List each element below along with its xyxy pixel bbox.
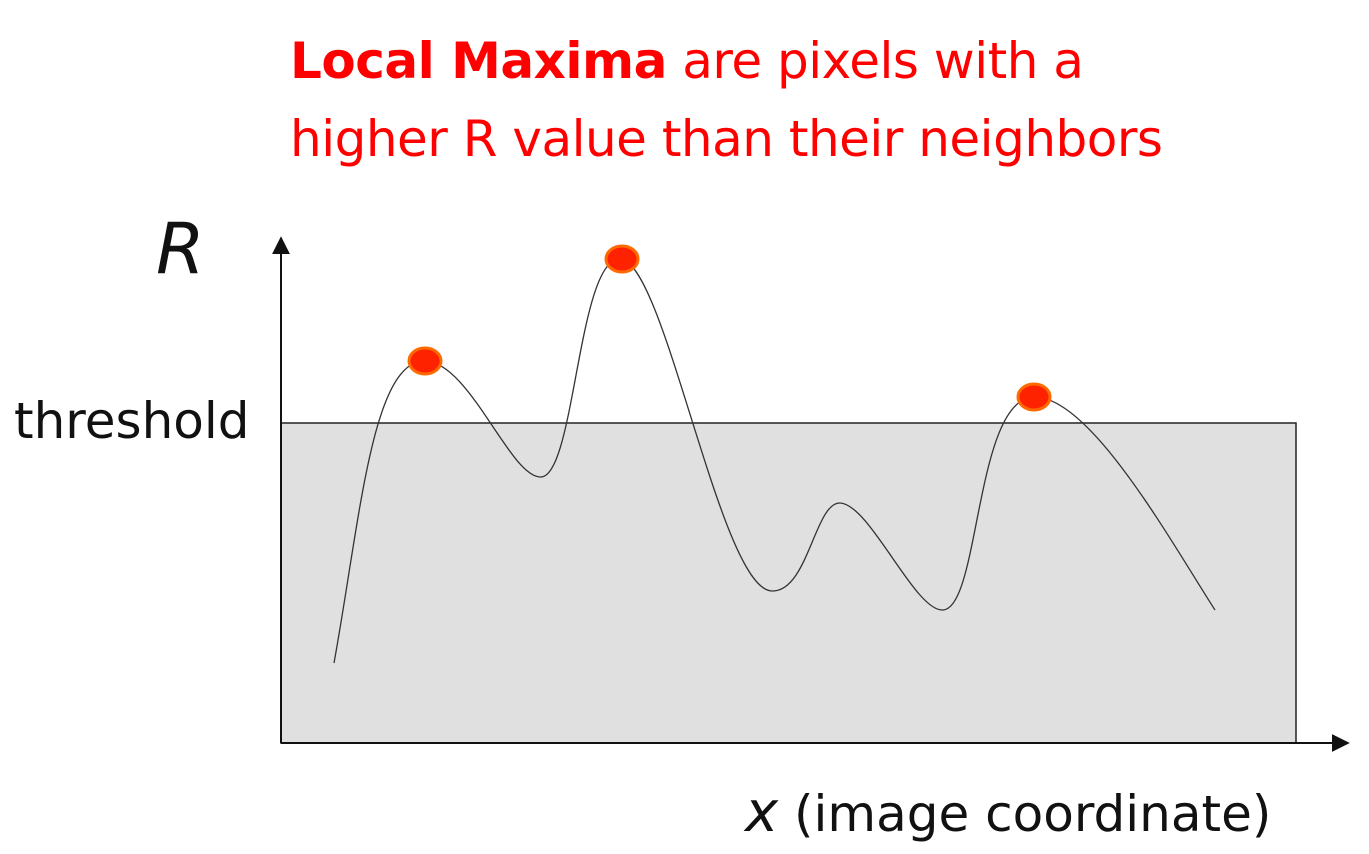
title-line1-rest: are pixels with a bbox=[666, 32, 1084, 90]
response-curve bbox=[333, 258, 1216, 664]
local-maximum-marker bbox=[1016, 382, 1052, 412]
threshold-label: threshold bbox=[14, 392, 250, 450]
title-emphasis: Local Maxima bbox=[290, 32, 667, 90]
slide-title: Local Maxima are pixels with a higher R … bbox=[290, 22, 1350, 178]
below-threshold-region bbox=[280, 422, 1297, 744]
x-axis-variable: x bbox=[745, 780, 779, 845]
y-axis-label: R bbox=[156, 208, 205, 290]
x-axis-description: (image coordinate) bbox=[778, 785, 1272, 843]
local-maximum-marker bbox=[604, 244, 640, 274]
title-line2: higher R value than their neighbors bbox=[290, 110, 1163, 168]
local-maximum-marker bbox=[407, 346, 443, 376]
x-axis-label: x (image coordinate) bbox=[745, 780, 1271, 845]
